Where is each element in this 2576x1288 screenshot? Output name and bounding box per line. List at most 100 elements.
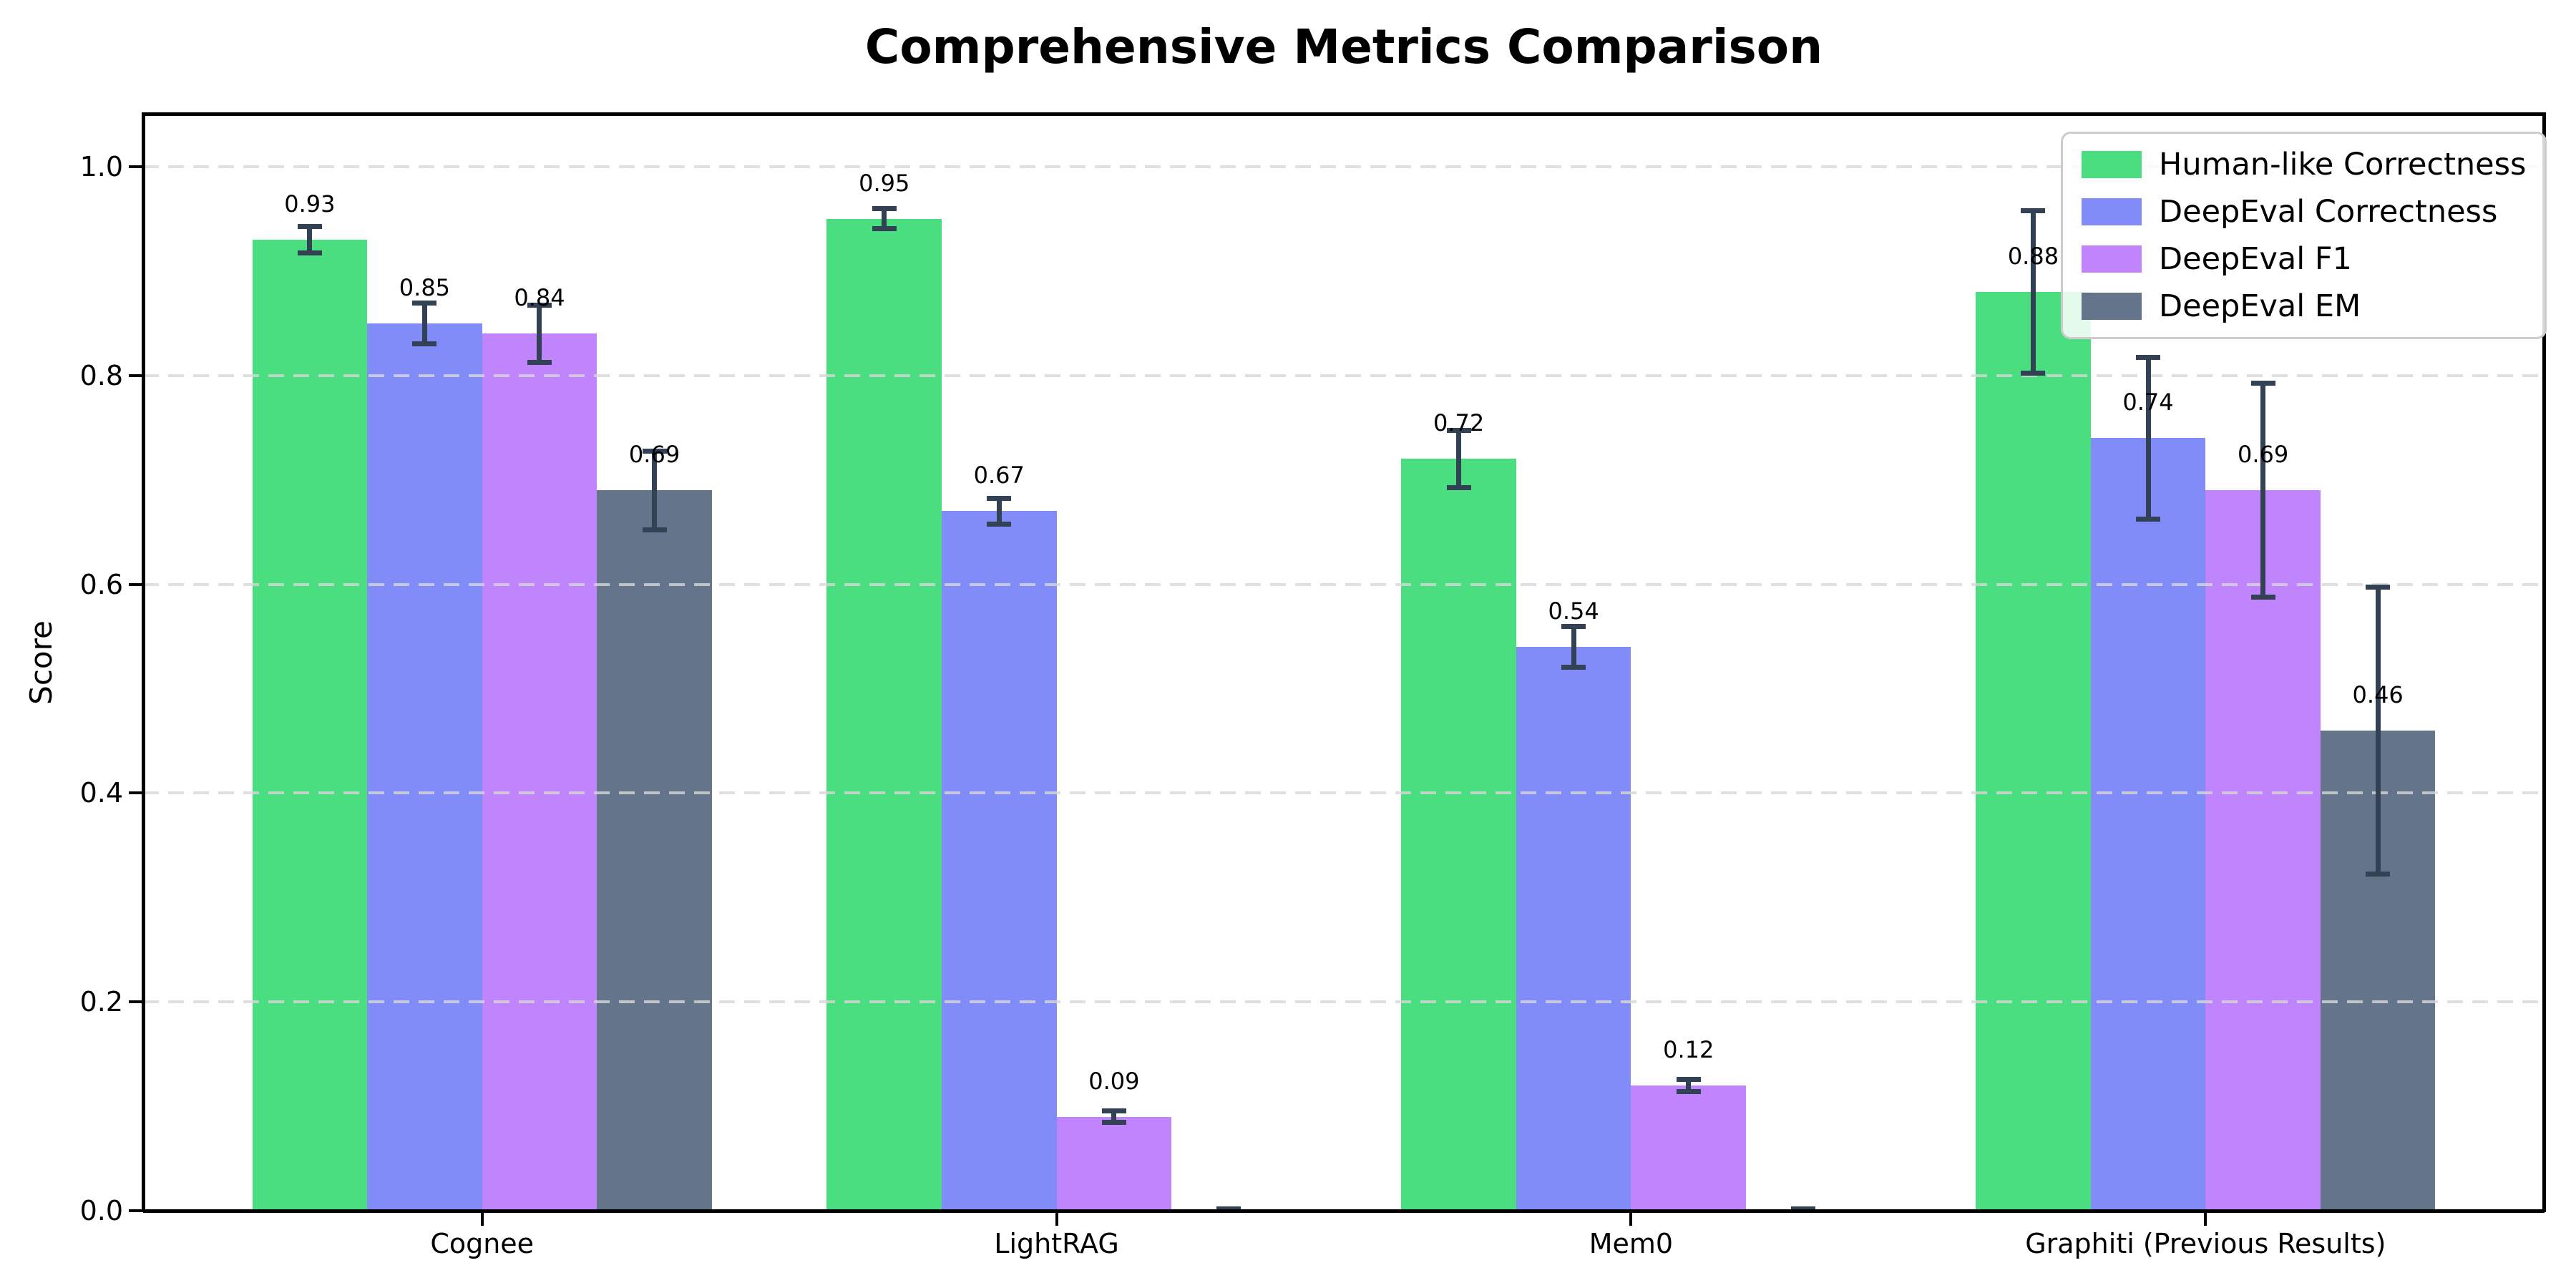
error-bar-cap [642,527,667,532]
error-bar-cap [2021,208,2046,214]
legend-swatch-human-like-correctness [2082,151,2142,178]
gridline-1.0 [143,165,2545,168]
error-bar-cap [872,226,897,232]
y-tick-label-0.4: 0.4 [79,777,123,809]
bar-value-label: 0.95 [859,169,910,197]
error-bar-stem [2030,208,2036,376]
error-bar-deepeval-f1-lightrag [1101,1108,1126,1126]
error-bar-deepeval-em-graphiti-previous-results [2366,584,2391,877]
error-bar-cap [2136,354,2161,360]
legend-swatch-deepeval-correctness [2082,198,2142,225]
bar-deepeval-correctness-graphiti-previous-results [2090,438,2206,1211]
x-tick-mark [480,1213,484,1226]
error-bar-stem [421,300,427,346]
bar-deepeval-correctness-mem0 [1516,647,1631,1211]
error-bar-cap [1446,485,1471,491]
error-bar-cap [297,250,322,255]
legend-item-deepeval-f1: DeepEval F1 [2082,238,2526,280]
error-bar-stem [882,206,887,232]
error-bar-stem [996,495,1002,527]
gridline-0.4 [143,791,2545,795]
error-bar-stem [1456,427,1462,491]
legend-label: DeepEval F1 [2159,241,2352,277]
x-tick-label-mem0: Mem0 [1589,1228,1674,1259]
x-tick-label-graphiti-previous-results: Graphiti (Previous Results) [2025,1228,2386,1259]
error-bar-human-like-correctness-lightrag [872,206,897,232]
x-tick-mark [1055,1213,1058,1226]
error-bar-deepeval-correctness-lightrag [987,495,1012,527]
error-bar-deepeval-f1-graphiti-previous-results [2250,381,2275,600]
error-bar-cap [2136,517,2161,522]
spine-top [143,112,2545,116]
error-bar-cap [2021,370,2046,376]
error-bar-deepeval-correctness-graphiti-previous-results [2136,354,2161,522]
error-bar-cap [872,206,897,212]
error-bar-cap [1216,1206,1241,1211]
bar-value-label: 0.72 [1433,409,1485,437]
y-tick-mark [129,582,143,586]
bar-value-label: 0.88 [2007,243,2059,270]
bar-human-like-correctness-lightrag [826,218,942,1211]
bar-value-label: 0.84 [514,284,565,312]
legend: Human-like Correctness DeepEval Correctne… [2061,132,2547,339]
bar-deepeval-correctness-lightrag [941,511,1057,1211]
bar-value-label: 0.69 [2237,441,2289,469]
legend-item-deepeval-correctness: DeepEval Correctness [2082,191,2526,233]
error-bar-cap [2250,381,2275,386]
error-bar-cap [1791,1206,1816,1211]
gridline-0.8 [143,374,2545,377]
y-tick-mark [129,791,143,795]
bar-human-like-correctness-graphiti-previous-results [1976,292,2091,1211]
error-bar-stem [1111,1108,1117,1126]
x-tick-label-cognee: Cognee [430,1228,535,1259]
error-bar-cap [412,300,437,306]
error-bar-deepeval-correctness-cognee [412,300,437,346]
bar-deepeval-f1-lightrag [1056,1116,1172,1211]
bar-value-label: 0.09 [1088,1067,1140,1095]
bar-value-label: 0.93 [284,190,336,218]
y-tick-label-0.6: 0.6 [79,568,123,600]
y-tick-mark [129,1000,143,1004]
legend-label: DeepEval EM [2159,288,2361,324]
error-bar-cap [527,302,552,308]
error-bar-human-like-correctness-graphiti-previous-results [2021,208,2046,376]
error-bar-stem [537,302,542,366]
error-bar-stem [2260,381,2266,600]
error-bar-cap [642,448,667,454]
error-bar-cap [987,522,1012,527]
error-bar-cap [987,495,1012,501]
spine-right [2542,112,2546,1212]
error-bar-cap [527,360,552,366]
bar-deepeval-f1-mem0 [1631,1085,1746,1211]
error-bar-deepeval-f1-mem0 [1676,1077,1701,1094]
bar-human-like-correctness-cognee [252,240,368,1211]
error-bar-stem [2145,354,2151,522]
y-tick-label-0.8: 0.8 [79,359,123,391]
error-bar-deepeval-f1-cognee [527,302,552,366]
error-bar-human-like-correctness-cognee [297,224,322,255]
gridline-0.6 [143,582,2545,586]
error-bar-cap [2366,872,2391,877]
legend-swatch-deepeval-f1 [2082,245,2142,273]
error-bar-cap [2250,595,2275,600]
bar-value-label: 0.46 [2352,680,2404,708]
x-tick-label-lightrag: LightRAG [994,1228,1119,1259]
y-tick-label-0.2: 0.2 [79,986,123,1018]
error-bar-stem [2375,584,2381,877]
error-bar-stem [1571,624,1576,670]
error-bar-cap [1676,1088,1701,1094]
error-bar-cap [1676,1077,1701,1083]
error-bar-cap [1101,1108,1126,1113]
y-tick-mark [129,165,143,168]
x-tick-mark [2204,1213,2207,1226]
error-bar-deepeval-em-cognee [642,448,667,532]
error-bar-deepeval-correctness-mem0 [1561,624,1586,670]
error-bar-cap [1561,665,1586,670]
x-tick-mark [1629,1213,1633,1226]
legend-item-deepeval-em: DeepEval EM [2082,286,2526,327]
y-tick-mark [129,374,143,377]
y-tick-label-0.0: 0.0 [79,1195,123,1226]
error-bar-cap [1101,1120,1126,1126]
error-bar-cap [297,224,322,230]
